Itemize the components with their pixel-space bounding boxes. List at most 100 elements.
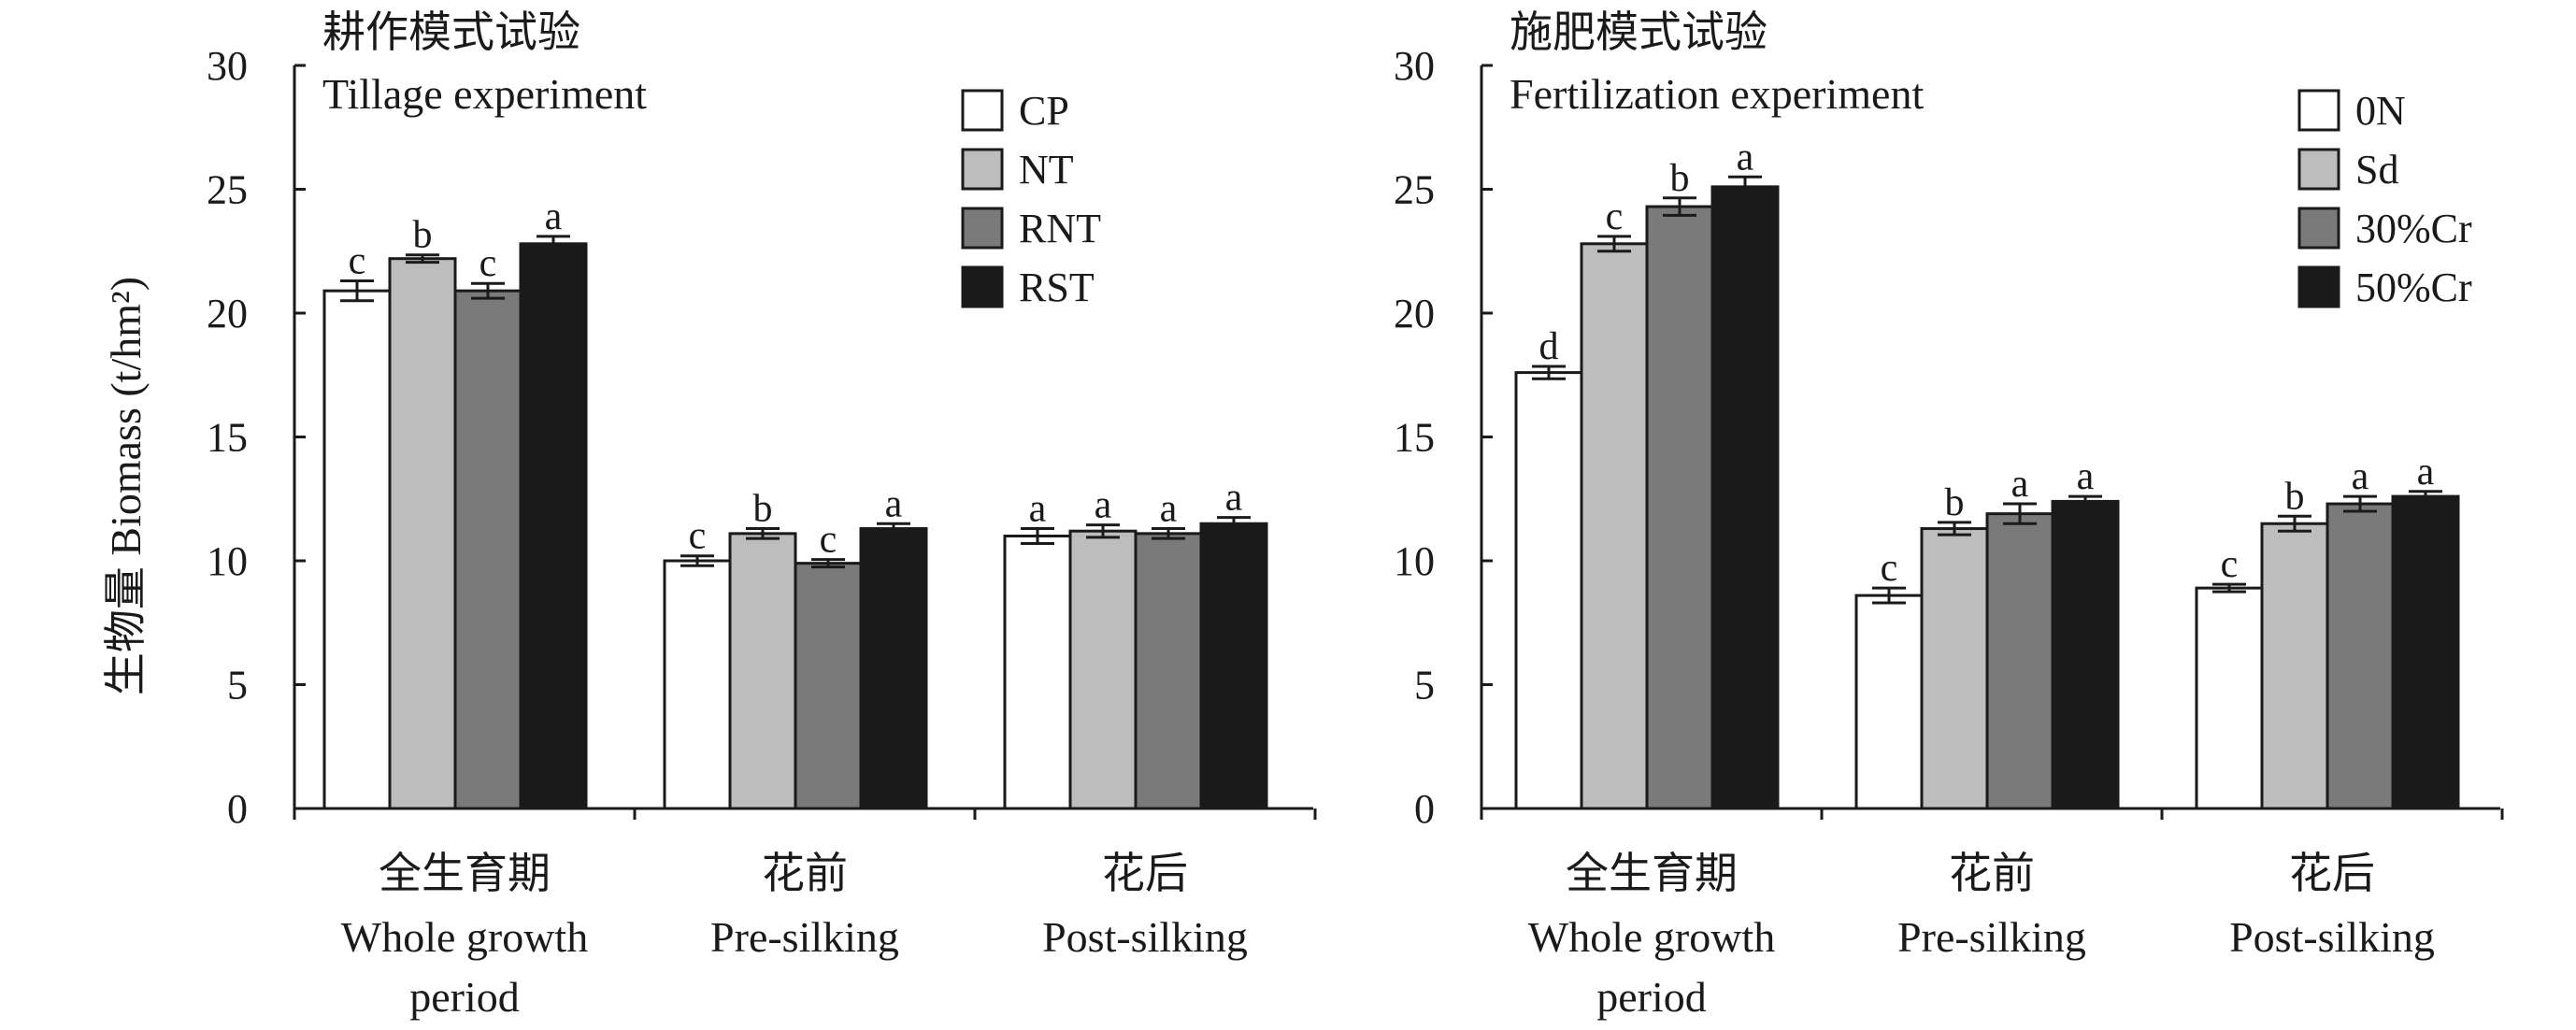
group-label-en: Whole growth bbox=[341, 913, 588, 961]
significance-letter: c bbox=[479, 242, 497, 285]
panel-title-cn: 施肥模式试验 bbox=[1510, 8, 1767, 56]
significance-letter: a bbox=[885, 482, 903, 525]
bar-rst bbox=[1199, 522, 1268, 810]
bar-rnt bbox=[453, 289, 522, 810]
bar-sd bbox=[1580, 242, 1649, 810]
group-label-cn: 花后 bbox=[1102, 850, 1188, 897]
significance-letter: b bbox=[1945, 481, 1965, 524]
bar-50-cr bbox=[2051, 499, 2120, 810]
group-label-en: Post-silking bbox=[2229, 913, 2435, 961]
legend-label: 30%Cr bbox=[2355, 206, 2472, 251]
legend-swatch bbox=[2297, 207, 2340, 250]
group-label-en: Post-silking bbox=[1042, 913, 1248, 961]
bar-sd bbox=[2260, 522, 2329, 810]
bar-cp bbox=[663, 559, 732, 810]
group-label-en: Pre-silking bbox=[1897, 913, 2086, 961]
group-label-en: Whole growth bbox=[1528, 913, 1775, 961]
group-label-en: period bbox=[409, 973, 520, 1021]
y-tick-label: 10 bbox=[1394, 538, 1435, 584]
group-label-en: period bbox=[1596, 973, 1707, 1021]
chart-panel-1: 0 5 10 15 20 25 30 c b c a 全生育期 Whole growth period c b… bbox=[207, 8, 1317, 1021]
significance-letter: b bbox=[413, 214, 433, 257]
y-tick-label: 5 bbox=[1414, 663, 1435, 708]
bar-0n bbox=[2195, 586, 2264, 810]
significance-letter: c bbox=[1606, 195, 1624, 238]
y-tick-label: 15 bbox=[1394, 415, 1435, 461]
legend-label: 0N bbox=[2355, 88, 2406, 134]
legend-label: RNT bbox=[1019, 206, 1101, 251]
y-tick-label: 0 bbox=[227, 786, 248, 832]
legend-swatch bbox=[961, 265, 1004, 308]
group-label-cn: 花前 bbox=[1949, 850, 2035, 897]
significance-letter: a bbox=[2352, 455, 2369, 498]
legend-swatch bbox=[2297, 148, 2340, 191]
significance-letter: c bbox=[820, 519, 837, 562]
panel-title-en: Tillage experiment bbox=[322, 70, 647, 118]
significance-letter: a bbox=[545, 195, 563, 238]
y-tick-label: 0 bbox=[1414, 786, 1435, 832]
significance-letter: b bbox=[1670, 157, 1690, 200]
legend-label: RST bbox=[1019, 265, 1095, 310]
significance-letter: a bbox=[1029, 488, 1047, 531]
y-tick-label: 20 bbox=[1394, 291, 1435, 336]
significance-letter: a bbox=[2417, 451, 2435, 494]
legend-label: Sd bbox=[2355, 147, 2398, 193]
group-label-en: Pre-silking bbox=[710, 913, 899, 961]
bar-30-cr bbox=[2326, 502, 2395, 810]
y-tick-label: 30 bbox=[1394, 43, 1435, 89]
significance-letter: c bbox=[349, 240, 366, 283]
chart-panel-2: 0 5 10 15 20 25 30 d c b a 全生育期 Whole growth period c b… bbox=[1394, 8, 2504, 1021]
significance-letter: a bbox=[1225, 477, 1243, 520]
chart-panels: 0 5 10 15 20 25 30 c b c a 全生育期 Whole growth period c b… bbox=[207, 8, 2504, 1021]
panel-title-en: Fertilization experiment bbox=[1510, 70, 1924, 118]
group-label-cn: 全生育期 bbox=[379, 850, 551, 897]
legend-swatch bbox=[961, 89, 1004, 132]
bar-rnt bbox=[794, 562, 863, 810]
y-tick-label: 10 bbox=[207, 538, 248, 584]
legend-swatch bbox=[2297, 89, 2340, 132]
bar-nt bbox=[728, 532, 797, 810]
significance-letter: a bbox=[2077, 455, 2095, 498]
bar-rst bbox=[859, 527, 928, 810]
significance-letter: a bbox=[1160, 488, 1178, 531]
y-tick-label: 5 bbox=[227, 663, 248, 708]
bar-50-cr bbox=[1710, 185, 1780, 810]
y-tick-label: 15 bbox=[207, 415, 248, 461]
legend-label: NT bbox=[1019, 147, 1074, 193]
significance-letter: a bbox=[1737, 136, 1754, 179]
y-tick-label: 25 bbox=[207, 167, 248, 213]
bar-cp bbox=[322, 289, 392, 810]
y-tick-label: 30 bbox=[207, 43, 248, 89]
panel-title-cn: 耕作模式试验 bbox=[322, 8, 580, 56]
legend-swatch bbox=[2297, 265, 2340, 308]
y-tick-label: 20 bbox=[207, 291, 248, 336]
legend-label: 50%Cr bbox=[2355, 265, 2472, 310]
significance-letter: c bbox=[689, 515, 707, 558]
bar-rst bbox=[519, 242, 588, 810]
bar-0n bbox=[1854, 594, 1924, 810]
bar-30-cr bbox=[1645, 205, 1714, 810]
legend-swatch bbox=[961, 148, 1004, 191]
bar-nt bbox=[1068, 529, 1138, 810]
y-tick-label: 25 bbox=[1394, 167, 1435, 213]
bar-nt bbox=[388, 257, 457, 810]
bar-0n bbox=[1514, 371, 1583, 810]
bar-cp bbox=[1003, 535, 1072, 810]
y-axis-title: 生物量 Biomass (t/hm²) bbox=[102, 277, 150, 695]
group-label-cn: 花前 bbox=[762, 850, 848, 897]
significance-letter: a bbox=[1095, 484, 1112, 527]
group-label-cn: 花后 bbox=[2289, 850, 2375, 897]
significance-letter: c bbox=[2221, 543, 2239, 586]
significance-letter: d bbox=[1539, 325, 1559, 368]
legend-label: CP bbox=[1019, 88, 1069, 134]
significance-letter: b bbox=[2285, 475, 2305, 518]
significance-letter: c bbox=[1881, 547, 1898, 590]
significance-letter: b bbox=[753, 488, 773, 531]
legend-swatch bbox=[961, 207, 1004, 250]
bar-sd bbox=[1920, 527, 1989, 810]
significance-letter: a bbox=[2011, 463, 2029, 506]
bar-50-cr bbox=[2391, 494, 2460, 810]
group-label-cn: 全生育期 bbox=[1566, 850, 1738, 897]
bar-rnt bbox=[1134, 532, 1203, 810]
